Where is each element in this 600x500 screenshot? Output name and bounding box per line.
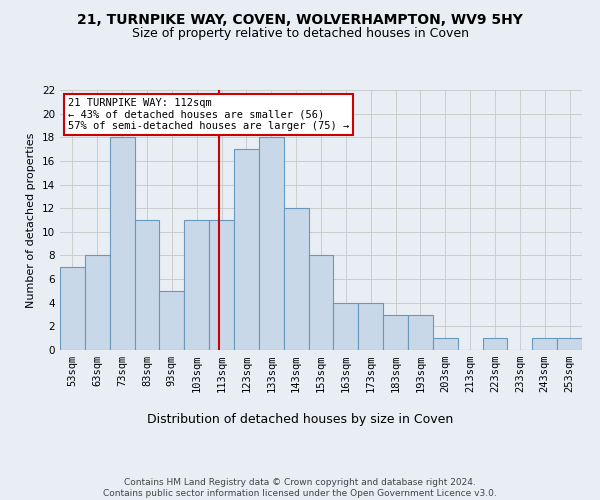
Bar <box>85 256 110 350</box>
Bar <box>358 302 383 350</box>
Bar <box>383 314 408 350</box>
Bar <box>134 220 160 350</box>
Text: 21 TURNPIKE WAY: 112sqm
← 43% of detached houses are smaller (56)
57% of semi-de: 21 TURNPIKE WAY: 112sqm ← 43% of detache… <box>68 98 349 131</box>
Bar <box>433 338 458 350</box>
Text: Contains HM Land Registry data © Crown copyright and database right 2024.
Contai: Contains HM Land Registry data © Crown c… <box>103 478 497 498</box>
Text: 21, TURNPIKE WAY, COVEN, WOLVERHAMPTON, WV9 5HY: 21, TURNPIKE WAY, COVEN, WOLVERHAMPTON, … <box>77 12 523 26</box>
Bar <box>209 220 234 350</box>
Bar <box>334 302 358 350</box>
Bar <box>259 138 284 350</box>
Bar <box>110 138 134 350</box>
Bar <box>160 291 184 350</box>
Bar <box>482 338 508 350</box>
Bar <box>557 338 582 350</box>
Bar <box>234 149 259 350</box>
Bar <box>532 338 557 350</box>
Y-axis label: Number of detached properties: Number of detached properties <box>26 132 37 308</box>
Bar <box>408 314 433 350</box>
Text: Distribution of detached houses by size in Coven: Distribution of detached houses by size … <box>147 412 453 426</box>
Bar <box>308 256 334 350</box>
Text: Size of property relative to detached houses in Coven: Size of property relative to detached ho… <box>131 28 469 40</box>
Bar <box>60 268 85 350</box>
Bar <box>284 208 308 350</box>
Bar <box>184 220 209 350</box>
